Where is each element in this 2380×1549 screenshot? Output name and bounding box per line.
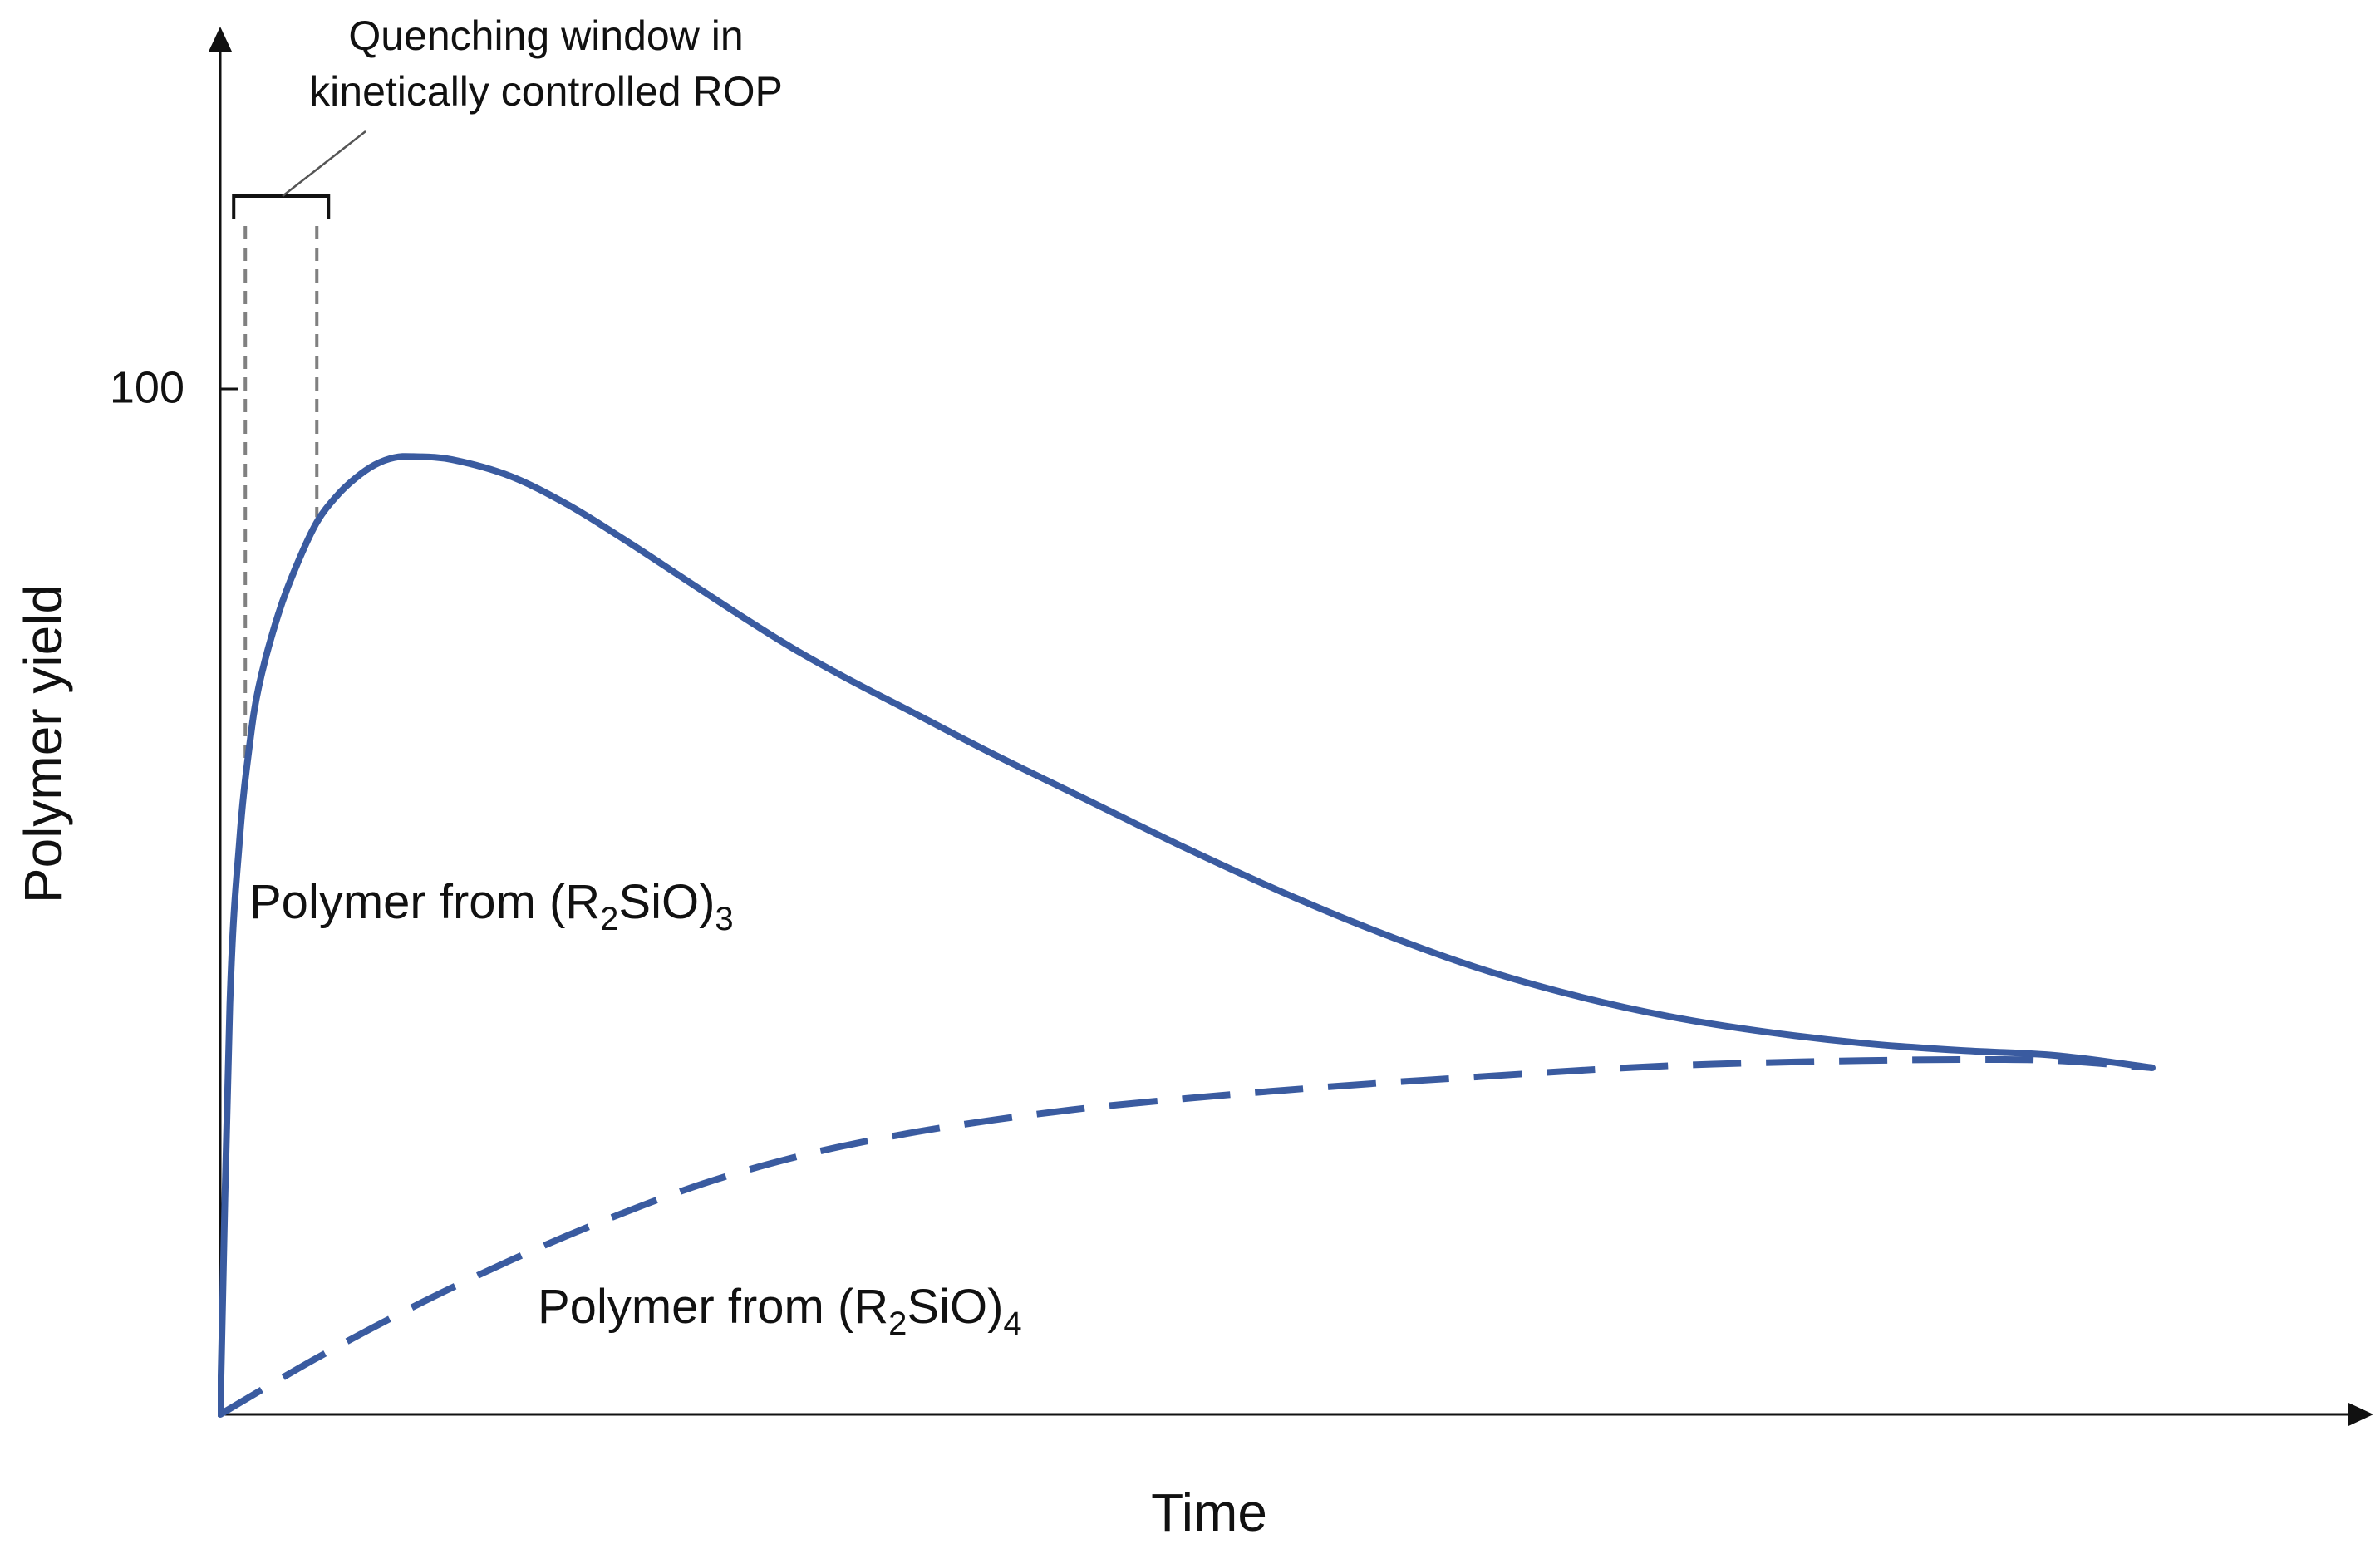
quench-annotation-line-2: kinetically controlled ROP <box>309 68 783 115</box>
series-r2sio4-label-sub1: 2 <box>888 1306 907 1342</box>
series-r2sio3-label: Polymer from (R2SiO)3 <box>249 875 734 937</box>
series-r2sio4-line <box>218 1055 2153 1418</box>
series-r2sio3-label-sub1: 2 <box>600 901 618 937</box>
quench-bracket <box>232 194 331 219</box>
series-r2sio4-label: Polymer from (R2SiO)4 <box>538 1280 1022 1342</box>
series-r2sio4-label-main: Polymer from (R <box>538 1280 888 1334</box>
series-r2sio3-label-main: Polymer from (R <box>249 875 600 929</box>
quench-annotation-line-1: Quenching window in <box>348 12 743 59</box>
y-tick-label-100: 100 <box>110 362 184 412</box>
series-r2sio3-label-sub2: 3 <box>715 901 733 937</box>
y-axis-label: Polymer yield <box>13 584 73 903</box>
series-r2sio4-label-sub2: 4 <box>1003 1306 1021 1342</box>
series-r2sio3-label-mid: SiO) <box>618 875 715 929</box>
quench-leader-line <box>282 130 366 197</box>
x-axis-arrow <box>2348 1403 2373 1426</box>
series-r2sio3-line <box>218 453 2156 1418</box>
y-axis-arrow <box>209 27 232 52</box>
series-r2sio4-label-mid: SiO) <box>907 1280 1003 1334</box>
x-axis-label: Time <box>1151 1483 1267 1542</box>
